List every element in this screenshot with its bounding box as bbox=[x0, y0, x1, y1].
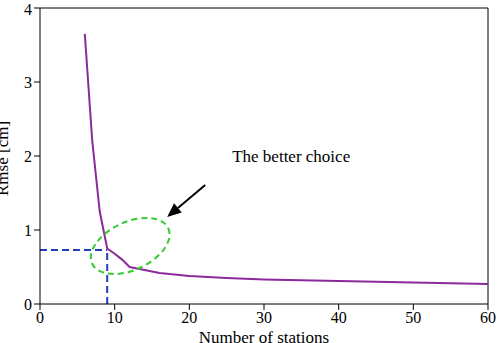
svg-text:0: 0 bbox=[36, 309, 44, 326]
svg-text:10: 10 bbox=[107, 309, 123, 326]
svg-text:Number of stations: Number of stations bbox=[199, 328, 329, 343]
svg-text:30: 30 bbox=[256, 309, 272, 326]
svg-text:40: 40 bbox=[331, 309, 347, 326]
svg-text:60: 60 bbox=[480, 309, 492, 326]
svg-text:20: 20 bbox=[181, 309, 197, 326]
svg-text:Rmse [cm]: Rmse [cm] bbox=[8, 121, 12, 196]
svg-text:The better choice: The better choice bbox=[232, 147, 350, 166]
svg-text:4: 4 bbox=[24, 1, 32, 18]
svg-text:0: 0 bbox=[24, 296, 32, 313]
svg-text:50: 50 bbox=[405, 309, 421, 326]
svg-text:1: 1 bbox=[24, 222, 32, 239]
svg-text:2: 2 bbox=[24, 148, 32, 165]
svg-text:3: 3 bbox=[24, 74, 32, 91]
